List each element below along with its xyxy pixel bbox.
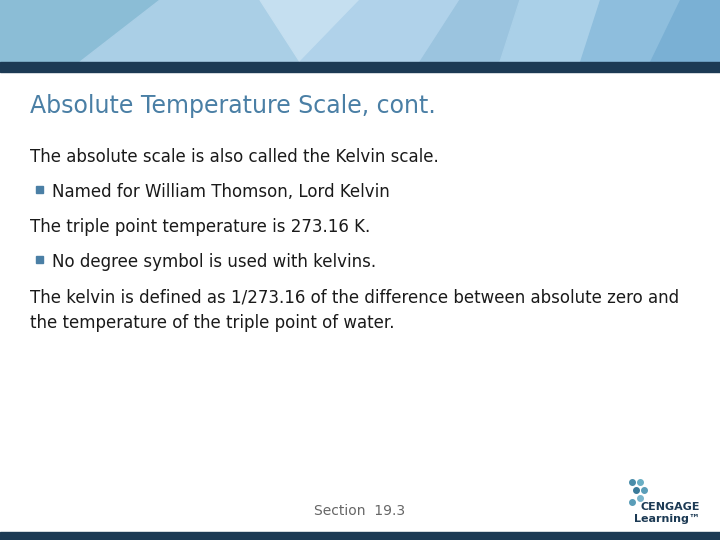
Polygon shape — [300, 0, 520, 62]
Polygon shape — [260, 0, 460, 62]
Text: The triple point temperature is 273.16 K.: The triple point temperature is 273.16 K… — [30, 218, 370, 236]
Bar — [0, 0, 720, 62]
Bar — [0, 62, 720, 72]
Polygon shape — [80, 0, 360, 62]
Bar — [0, 532, 720, 540]
Bar — [36, 256, 43, 263]
Text: The absolute scale is also called the Kelvin scale.: The absolute scale is also called the Ke… — [30, 148, 438, 166]
Polygon shape — [500, 0, 680, 62]
Text: CENGAGE
Learning™: CENGAGE Learning™ — [634, 502, 700, 524]
Bar — [36, 186, 43, 193]
Polygon shape — [0, 0, 260, 62]
Polygon shape — [0, 0, 160, 62]
Text: Named for William Thomson, Lord Kelvin: Named for William Thomson, Lord Kelvin — [52, 183, 390, 201]
Polygon shape — [420, 0, 600, 62]
Polygon shape — [650, 0, 720, 62]
Polygon shape — [580, 0, 720, 62]
Text: No degree symbol is used with kelvins.: No degree symbol is used with kelvins. — [52, 253, 376, 271]
Text: The kelvin is defined as 1/273.16 of the difference between absolute zero and
th: The kelvin is defined as 1/273.16 of the… — [30, 288, 679, 333]
Text: Section  19.3: Section 19.3 — [315, 504, 405, 518]
Text: Absolute Temperature Scale, cont.: Absolute Temperature Scale, cont. — [30, 94, 436, 118]
